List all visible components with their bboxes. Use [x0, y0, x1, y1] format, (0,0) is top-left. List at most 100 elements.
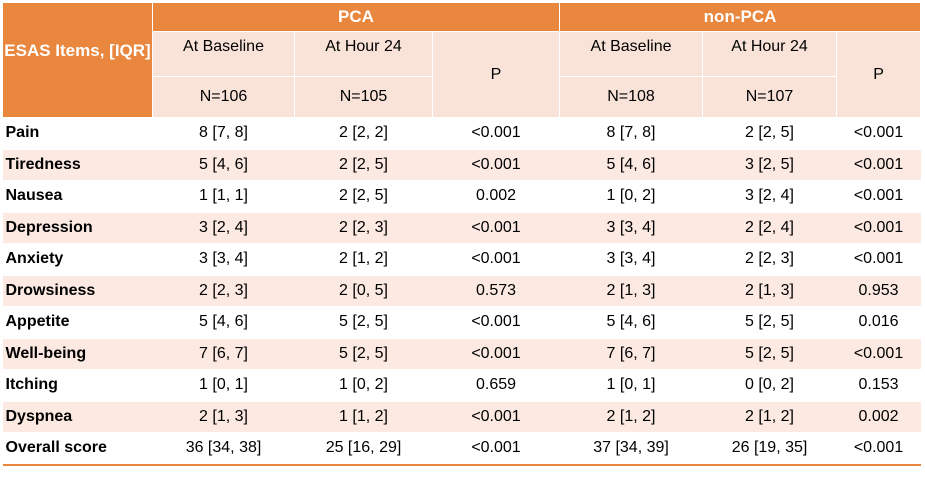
pca-baseline-cell: 3 [3, 4] [152, 243, 295, 276]
pca-hour24-cell: 1 [0, 2] [294, 369, 433, 402]
nonpca-p-header: P [836, 31, 922, 118]
pca-hour24-cell: 5 [2, 5] [294, 306, 433, 339]
pca-hour24-n: N=105 [294, 76, 433, 118]
nonpca-baseline-cell: 5 [4, 6] [559, 306, 703, 339]
table-row: Well-being 7 [6, 7] 5 [2, 5] <0.001 7 [6, 7]… [2, 337, 921, 370]
item-cell: Overall score [2, 432, 153, 466]
pca-p-cell: <0.001 [432, 148, 560, 181]
nonpca-baseline-cell: 1 [0, 1] [559, 369, 703, 402]
item-cell: Pain [2, 117, 153, 150]
item-cell: Appetite [2, 306, 153, 339]
nonpca-baseline-cell: 3 [3, 4] [559, 211, 703, 244]
item-cell: Drowsiness [2, 274, 153, 307]
pca-hour24-cell: 25 [16, 29] [294, 432, 433, 466]
nonpca-hour24-cell: 5 [2, 5] [702, 306, 837, 339]
nonpca-hour24-n: N=107 [702, 76, 838, 118]
pca-p-header: P [431, 31, 561, 118]
nonpca-baseline-cell: 2 [1, 2] [559, 400, 703, 433]
pca-baseline-cell: 8 [7, 8] [152, 117, 295, 150]
pca-p-cell: 0.659 [432, 369, 560, 402]
nonpca-hour24-cell: 2 [1, 3] [702, 274, 837, 307]
nonpca-p-cell: <0.001 [836, 432, 921, 466]
nonpca-p-cell: <0.001 [836, 337, 921, 370]
pca-p-cell: <0.001 [432, 432, 560, 466]
pca-hour24-cell: 2 [0, 5] [294, 274, 433, 307]
item-cell: Dyspnea [2, 400, 153, 433]
nonpca-hour24-cell: 2 [2, 4] [702, 211, 837, 244]
pca-hour24-cell: 2 [2, 5] [294, 148, 433, 181]
nonpca-p-cell: <0.001 [836, 243, 921, 276]
pca-hour24-cell: 2 [1, 2] [294, 243, 433, 276]
group-header-pca: PCA [151, 2, 561, 32]
pca-hour24-cell: 2 [2, 3] [294, 211, 433, 244]
pca-p-cell: <0.001 [432, 117, 560, 150]
nonpca-baseline-cell: 37 [34, 39] [559, 432, 703, 466]
pca-baseline-cell: 1 [0, 1] [152, 369, 295, 402]
table-row: Tiredness 5 [4, 6] 2 [2, 5] <0.001 5 [4, 6] 3… [2, 148, 921, 181]
nonpca-baseline-header: At Baseline [559, 31, 704, 77]
nonpca-p-cell: <0.001 [836, 148, 921, 181]
pca-baseline-header: At Baseline [152, 31, 295, 77]
pca-baseline-cell: 3 [2, 4] [152, 211, 295, 244]
nonpca-baseline-n: N=108 [559, 76, 704, 118]
table-row: Dyspnea 2 [1, 3] 1 [1, 2] <0.001 2 [1, 2] 2 [… [2, 400, 921, 433]
pca-baseline-cell: 5 [4, 6] [152, 148, 295, 181]
pca-hour24-header: At Hour 24 [294, 31, 433, 77]
item-cell: Well-being [2, 337, 153, 370]
table-row: Overall score 36 [34, 38] 25 [16, 29] <0.00… [2, 432, 921, 466]
table-row: Depression 3 [2, 4] 2 [2, 3] <0.001 3 [3, 4]… [2, 211, 921, 244]
pca-p-cell: 0.573 [432, 274, 560, 307]
nonpca-baseline-cell: 7 [6, 7] [559, 337, 703, 370]
nonpca-hour24-cell: 2 [2, 3] [702, 243, 837, 276]
nonpca-baseline-cell: 5 [4, 6] [559, 148, 703, 181]
nonpca-p-cell: 0.953 [836, 274, 921, 307]
pca-baseline-cell: 36 [34, 38] [152, 432, 295, 466]
esas-table: ESAS Items, [IQR] PCA non-PCA At Baselin… [2, 2, 922, 466]
item-cell: Tiredness [2, 148, 153, 181]
pca-hour24-cell: 1 [1, 2] [294, 400, 433, 433]
pca-baseline-cell: 2 [1, 3] [152, 400, 295, 433]
pca-hour24-cell: 2 [2, 5] [294, 180, 433, 213]
table-row: Drowsiness 2 [2, 3] 2 [0, 5] 0.573 2 [1, 3] 2… [2, 274, 921, 307]
nonpca-baseline-cell: 3 [3, 4] [559, 243, 703, 276]
table-row: Pain 8 [7, 8] 2 [2, 2] <0.001 8 [7, 8] 2 [2, … [2, 117, 921, 150]
pca-baseline-cell: 5 [4, 6] [152, 306, 295, 339]
pca-baseline-n: N=106 [152, 76, 295, 118]
pca-hour24-cell: 5 [2, 5] [294, 337, 433, 370]
table-row: Nausea 1 [1, 1] 2 [2, 5] 0.002 1 [0, 2] 3 [2,… [2, 180, 921, 213]
nonpca-hour24-cell: 3 [2, 5] [702, 148, 837, 181]
nonpca-p-cell: 0.016 [836, 306, 921, 339]
group-header-non-pca: non-PCA [559, 2, 922, 32]
item-cell: Nausea [2, 180, 153, 213]
pca-hour24-cell: 2 [2, 2] [294, 117, 433, 150]
pca-p-cell: 0.002 [432, 180, 560, 213]
item-cell: Depression [2, 211, 153, 244]
pca-p-cell: <0.001 [432, 306, 560, 339]
nonpca-baseline-cell: 2 [1, 3] [559, 274, 703, 307]
nonpca-p-cell: 0.002 [836, 400, 921, 433]
nonpca-p-cell: <0.001 [836, 211, 921, 244]
nonpca-hour24-header: At Hour 24 [702, 31, 838, 77]
nonpca-hour24-cell: 2 [1, 2] [702, 400, 837, 433]
nonpca-p-cell: <0.001 [836, 117, 921, 150]
pca-p-cell: <0.001 [432, 211, 560, 244]
item-cell: Anxiety [2, 243, 153, 276]
nonpca-p-cell: <0.001 [836, 180, 921, 213]
nonpca-baseline-cell: 8 [7, 8] [559, 117, 703, 150]
pca-baseline-cell: 2 [2, 3] [152, 274, 295, 307]
nonpca-hour24-cell: 2 [2, 5] [702, 117, 837, 150]
pca-baseline-cell: 7 [6, 7] [152, 337, 295, 370]
nonpca-hour24-cell: 5 [2, 5] [702, 337, 837, 370]
pca-p-cell: <0.001 [432, 243, 560, 276]
item-column-header: ESAS Items, [IQR] [2, 2, 153, 118]
nonpca-hour24-cell: 3 [2, 4] [702, 180, 837, 213]
pca-p-cell: <0.001 [432, 337, 560, 370]
table-body: Pain 8 [7, 8] 2 [2, 2] <0.001 8 [7, 8] 2 [2, … [2, 117, 921, 466]
table-row: Itching 1 [0, 1] 1 [0, 2] 0.659 1 [0, 1] 0 [0… [2, 369, 921, 402]
table-row: Appetite 5 [4, 6] 5 [2, 5] <0.001 5 [4, 6] 5 … [2, 306, 921, 339]
item-cell: Itching [2, 369, 153, 402]
pca-baseline-cell: 1 [1, 1] [152, 180, 295, 213]
nonpca-p-cell: 0.153 [836, 369, 921, 402]
nonpca-hour24-cell: 26 [19, 35] [702, 432, 837, 466]
nonpca-hour24-cell: 0 [0, 2] [702, 369, 837, 402]
